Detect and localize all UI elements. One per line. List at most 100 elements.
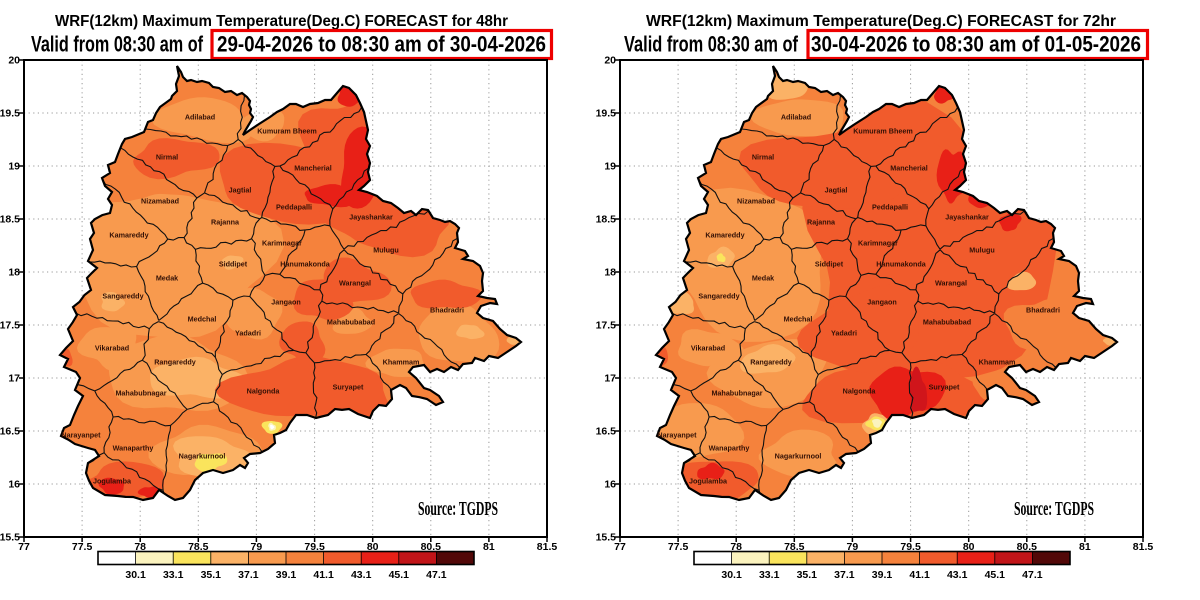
svg-text:Kumuram Bheem: Kumuram Bheem: [257, 127, 317, 136]
svg-text:Hanumakonda: Hanumakonda: [280, 260, 331, 269]
svg-text:35.1: 35.1: [797, 569, 818, 581]
svg-text:16.5: 16.5: [0, 426, 20, 438]
svg-text:Jagtial: Jagtial: [825, 186, 848, 195]
svg-text:Mahabubnagar: Mahabubnagar: [711, 389, 762, 398]
svg-text:37.1: 37.1: [238, 569, 259, 581]
svg-text:Khammam: Khammam: [979, 358, 1016, 367]
svg-text:Rajanna: Rajanna: [211, 218, 240, 227]
svg-text:Medak: Medak: [156, 274, 178, 283]
svg-text:Medchal: Medchal: [188, 315, 217, 324]
svg-text:Nirmal: Nirmal: [156, 153, 178, 162]
svg-text:Medak: Medak: [752, 274, 774, 283]
svg-text:Kamareddy: Kamareddy: [705, 231, 744, 240]
svg-text:19.5: 19.5: [0, 108, 20, 120]
svg-text:30.1: 30.1: [721, 569, 742, 581]
svg-text:Medchal: Medchal: [784, 315, 813, 324]
svg-text:15.5: 15.5: [0, 532, 20, 544]
svg-text:Sangareddy: Sangareddy: [698, 292, 739, 301]
svg-text:Valid from 08:30 am of: Valid from 08:30 am of: [624, 32, 798, 57]
svg-text:80: 80: [963, 541, 975, 553]
svg-text:37.1: 37.1: [834, 569, 855, 581]
svg-text:20: 20: [604, 55, 616, 67]
svg-text:77: 77: [18, 541, 30, 553]
svg-text:Jagtial: Jagtial: [229, 186, 252, 195]
svg-text:Valid from 08:30 am of: Valid from 08:30 am of: [31, 32, 203, 57]
svg-text:33.1: 33.1: [759, 569, 780, 581]
svg-text:Jayashankar: Jayashankar: [945, 213, 989, 222]
svg-text:35.1: 35.1: [201, 569, 222, 581]
svg-text:Jangaon: Jangaon: [271, 298, 301, 307]
svg-text:Karimnagar: Karimnagar: [858, 239, 898, 248]
svg-text:47.1: 47.1: [1022, 569, 1043, 581]
svg-text:79.5: 79.5: [900, 541, 921, 553]
svg-text:Narayanpet: Narayanpet: [657, 431, 697, 440]
svg-text:17: 17: [8, 373, 20, 385]
svg-text:45.1: 45.1: [389, 569, 410, 581]
svg-text:Suryapet: Suryapet: [929, 383, 960, 392]
svg-text:Nagarkurnool: Nagarkurnool: [179, 452, 226, 461]
svg-text:19.5: 19.5: [596, 108, 617, 120]
svg-text:43.1: 43.1: [947, 569, 968, 581]
svg-text:77.5: 77.5: [668, 541, 689, 553]
svg-text:Jayashankar: Jayashankar: [349, 213, 393, 222]
svg-text:Mancherial: Mancherial: [294, 164, 332, 173]
svg-text:Jangaon: Jangaon: [867, 298, 897, 307]
svg-text:Bhadradri: Bhadradri: [1026, 306, 1060, 315]
svg-text:Source: TGDPS: Source: TGDPS: [418, 498, 498, 520]
svg-text:Karimnagar: Karimnagar: [262, 239, 302, 248]
svg-text:17.5: 17.5: [0, 320, 20, 332]
svg-text:41.1: 41.1: [313, 569, 334, 581]
svg-text:Vikarabad: Vikarabad: [691, 344, 725, 353]
svg-text:80: 80: [367, 541, 379, 553]
svg-text:WRF(12km) Maximum Temperature(: WRF(12km) Maximum Temperature(Deg.C) FOR…: [55, 13, 508, 30]
svg-text:Nalgonda: Nalgonda: [247, 387, 281, 396]
svg-text:Mahabubabad: Mahabubabad: [923, 318, 971, 327]
svg-text:Bhadradri: Bhadradri: [430, 306, 464, 315]
svg-text:78: 78: [134, 541, 146, 553]
svg-text:Wanaparthy: Wanaparthy: [709, 444, 750, 453]
svg-text:Narayanpet: Narayanpet: [61, 431, 101, 440]
svg-text:18.5: 18.5: [0, 214, 20, 226]
svg-text:Siddipet: Siddipet: [219, 260, 248, 269]
svg-text:Mulugu: Mulugu: [373, 246, 399, 255]
svg-text:39.1: 39.1: [872, 569, 893, 581]
svg-text:16.5: 16.5: [596, 426, 617, 438]
svg-text:Wanaparthy: Wanaparthy: [113, 444, 154, 453]
svg-text:16: 16: [604, 479, 616, 491]
svg-text:78.5: 78.5: [188, 541, 209, 553]
svg-text:80.5: 80.5: [421, 541, 442, 553]
svg-text:79: 79: [847, 541, 859, 553]
svg-text:30-04-2026 to 08:30 am of 01-0: 30-04-2026 to 08:30 am of 01-05-2026: [811, 32, 1141, 57]
svg-text:Rajanna: Rajanna: [807, 218, 836, 227]
svg-text:Peddapalli: Peddapalli: [276, 203, 312, 212]
svg-text:Mulugu: Mulugu: [969, 246, 995, 255]
svg-text:Siddipet: Siddipet: [815, 260, 844, 269]
svg-text:WRF(12km) Maximum Temperature(: WRF(12km) Maximum Temperature(Deg.C) FOR…: [646, 13, 1116, 30]
svg-text:19: 19: [604, 161, 616, 173]
svg-text:Yadadri: Yadadri: [831, 329, 857, 338]
svg-text:Adilabad: Adilabad: [781, 113, 811, 122]
svg-text:Suryapet: Suryapet: [333, 383, 364, 392]
svg-text:Jogulamba: Jogulamba: [689, 477, 728, 486]
svg-text:Nizamabad: Nizamabad: [737, 197, 775, 206]
svg-text:77: 77: [614, 541, 626, 553]
svg-text:81.5: 81.5: [1133, 541, 1154, 553]
svg-text:Yadadri: Yadadri: [235, 329, 261, 338]
svg-text:18: 18: [604, 267, 616, 279]
svg-text:20: 20: [8, 55, 20, 67]
svg-text:Adilabad: Adilabad: [185, 113, 215, 122]
svg-text:Nirmal: Nirmal: [752, 153, 774, 162]
svg-text:78: 78: [730, 541, 742, 553]
svg-text:Peddapalli: Peddapalli: [872, 203, 908, 212]
svg-text:30.1: 30.1: [125, 569, 146, 581]
svg-text:Kamareddy: Kamareddy: [109, 231, 148, 240]
svg-text:81: 81: [483, 541, 495, 553]
svg-text:Warangal: Warangal: [339, 279, 371, 288]
svg-text:Vikarabad: Vikarabad: [95, 344, 129, 353]
svg-text:79.5: 79.5: [304, 541, 325, 553]
svg-text:Warangal: Warangal: [935, 279, 967, 288]
svg-text:Mahabubnagar: Mahabubnagar: [115, 389, 166, 398]
svg-text:80.5: 80.5: [1017, 541, 1038, 553]
svg-text:81: 81: [1079, 541, 1091, 553]
svg-text:Nizamabad: Nizamabad: [141, 197, 179, 206]
